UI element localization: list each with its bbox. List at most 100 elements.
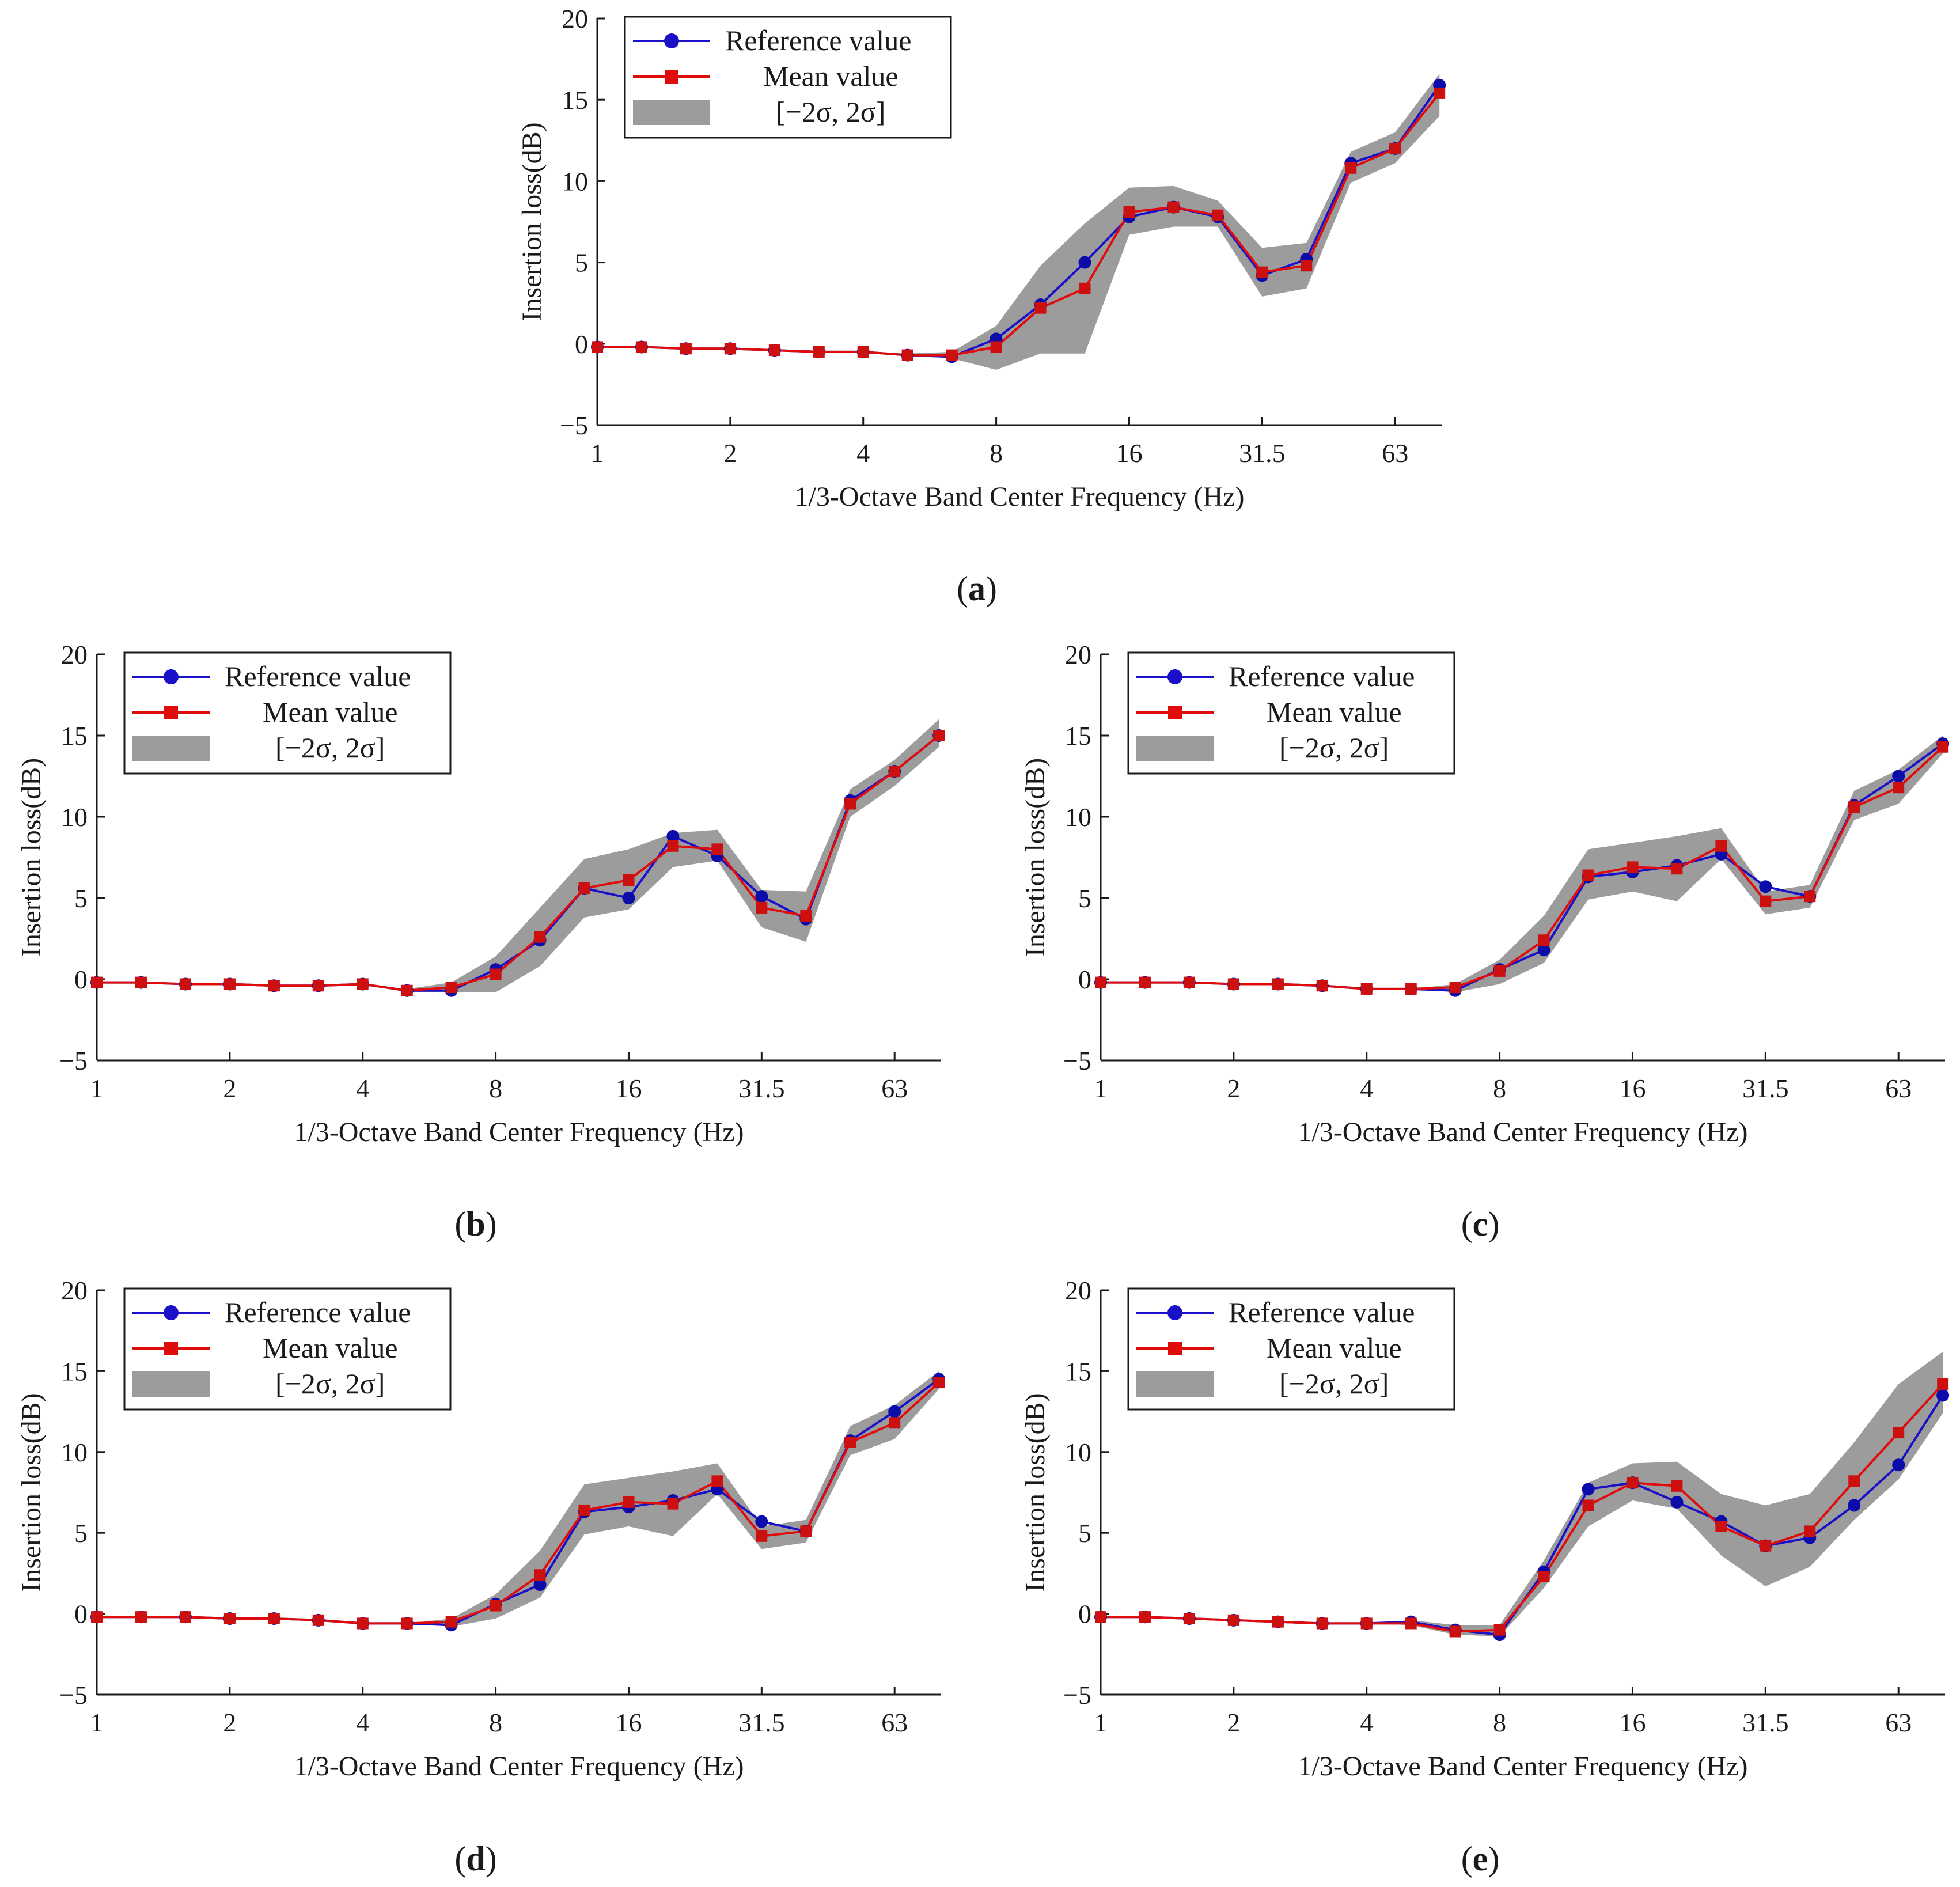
mean-point: [680, 343, 692, 355]
y-tick-label: 0: [74, 1600, 88, 1629]
mean-point: [768, 344, 780, 357]
mean-point: [800, 1525, 812, 1537]
mean-point: [490, 1600, 502, 1612]
mean-point: [1715, 840, 1727, 852]
legend-band-swatch: [1136, 736, 1214, 761]
x-tick-label: 16: [1619, 1074, 1646, 1103]
legend-reference-label: Reference value: [225, 1296, 411, 1328]
mean-point: [756, 1530, 768, 1542]
y-tick-label: −5: [1063, 1046, 1091, 1075]
reference-point: [622, 892, 635, 904]
y-tick-label: 5: [575, 248, 588, 278]
mean-point: [1272, 1616, 1284, 1628]
mean-point: [1272, 978, 1284, 990]
legend-band-swatch: [132, 1371, 210, 1397]
legend-reference-label: Reference value: [1229, 1296, 1415, 1328]
panel-label-paren: (: [454, 1205, 466, 1243]
reference-point: [1892, 770, 1905, 783]
mean-point: [1079, 282, 1091, 294]
mean-point: [445, 982, 457, 994]
mean-point: [1389, 142, 1401, 154]
mean-point: [889, 766, 901, 778]
y-tick-label: 10: [562, 166, 588, 196]
mean-point: [990, 341, 1002, 353]
legend-reference-marker: [1167, 1305, 1182, 1320]
mean-point: [1434, 87, 1446, 99]
legend-mean-marker: [164, 1342, 178, 1355]
panel-label-paren: ): [1488, 1840, 1499, 1878]
x-tick-label: 4: [856, 438, 870, 468]
reference-point: [1892, 1458, 1905, 1472]
x-tick-label: 1: [591, 438, 604, 468]
panel-label-paren: (: [1461, 1205, 1473, 1243]
mean-point: [1095, 1611, 1106, 1623]
mean-point: [1316, 1617, 1328, 1630]
legend-band-label: [−2σ, 2σ]: [275, 1367, 385, 1400]
panel-label-paren: (: [454, 1840, 466, 1878]
mean-point: [1760, 895, 1772, 907]
reference-point: [755, 1515, 768, 1528]
x-tick-label: 1: [1094, 1074, 1108, 1103]
x-axis-label: 1/3-Octave Band Center Frequency (Hz): [1298, 1751, 1747, 1782]
x-tick-label: 4: [356, 1074, 369, 1103]
legend-reference-label: Reference value: [225, 660, 411, 692]
y-tick-label: 20: [1065, 1276, 1091, 1305]
x-tick-label: 8: [489, 1074, 502, 1103]
mean-point: [1804, 1525, 1816, 1537]
y-tick-label: 20: [61, 640, 88, 669]
y-tick-label: 15: [61, 721, 88, 751]
mean-point: [1449, 982, 1461, 994]
reference-point: [1848, 1499, 1861, 1512]
mean-point: [1227, 978, 1239, 990]
mean-point: [1095, 976, 1106, 988]
legend-mean-marker: [665, 70, 678, 84]
mean-point: [179, 1611, 191, 1623]
mean-point: [312, 980, 324, 992]
mean-point: [1034, 302, 1047, 314]
mean-point: [91, 976, 103, 988]
mean-point: [667, 1498, 679, 1510]
mean-point: [91, 1611, 103, 1623]
reference-point: [666, 829, 680, 843]
mean-point: [1301, 260, 1313, 272]
mean-point: [1538, 1571, 1550, 1583]
y-tick-label: −5: [1063, 1680, 1091, 1710]
mean-point: [844, 1436, 856, 1448]
legend-mean-marker: [1168, 706, 1182, 719]
legend-mean-marker: [1168, 1342, 1182, 1355]
x-tick-label: 8: [489, 1708, 502, 1737]
x-axis-label: 1/3-Octave Band Center Frequency (Hz): [794, 482, 1244, 512]
mean-point: [534, 1569, 546, 1581]
mean-series-line: [1101, 1383, 1944, 1633]
mean-point: [357, 1617, 369, 1630]
y-tick-label: 5: [1078, 884, 1091, 913]
y-tick-label: 10: [1065, 802, 1091, 832]
mean-point: [1256, 266, 1268, 278]
mean-point: [1227, 1614, 1239, 1626]
mean-point: [1538, 934, 1550, 946]
y-tick-label: 10: [61, 802, 88, 832]
mean-point: [1582, 869, 1594, 881]
mean-point: [901, 349, 913, 361]
x-axis-label: 1/3-Octave Band Center Frequency (Hz): [1298, 1117, 1747, 1147]
panel-label: (e): [1461, 1840, 1500, 1878]
panel-label-letter: e: [1473, 1840, 1488, 1878]
x-tick-label: 1: [1094, 1708, 1108, 1737]
reference-point: [1936, 1389, 1950, 1402]
x-tick-label: 63: [881, 1074, 908, 1103]
reference-point: [755, 890, 768, 903]
y-tick-label: 15: [1065, 721, 1091, 751]
mean-point: [1582, 1499, 1594, 1511]
x-tick-label: 31.5: [738, 1074, 785, 1103]
panel-label-letter: b: [466, 1205, 485, 1243]
mean-point: [223, 978, 236, 990]
mean-point: [1405, 1617, 1417, 1630]
reference-point: [533, 1578, 547, 1592]
panel-label: (c): [1461, 1205, 1500, 1243]
